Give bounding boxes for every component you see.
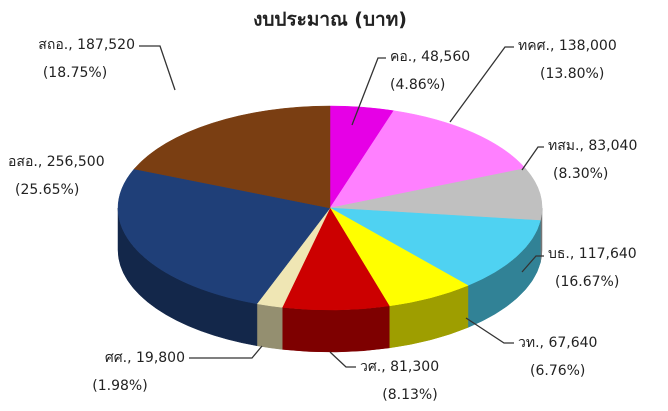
leader-line bbox=[329, 351, 356, 368]
slice bbox=[117, 168, 331, 305]
category-label: วศ. bbox=[360, 359, 381, 375]
category-label: ทสม. bbox=[548, 138, 579, 154]
label-separator: , bbox=[381, 359, 390, 375]
category-label: วท. bbox=[518, 335, 540, 351]
slice bbox=[329, 110, 526, 209]
category-label: คอ. bbox=[390, 49, 412, 65]
value-label: 81,300 bbox=[390, 359, 439, 375]
percent-label: (16.67%) bbox=[555, 274, 619, 290]
slice bbox=[281, 207, 390, 311]
data-label: สถอ., 187,520 bbox=[38, 37, 135, 53]
label-separator: , bbox=[570, 246, 579, 262]
value-label: 187,520 bbox=[77, 37, 135, 53]
leader-line bbox=[351, 57, 386, 126]
slice-side bbox=[256, 303, 283, 350]
category-label: ทคศ. bbox=[518, 38, 550, 54]
leader-line bbox=[521, 255, 544, 273]
data-label: ทคศ., 138,000 bbox=[518, 38, 617, 54]
slice-side bbox=[281, 305, 390, 353]
label-separator: , bbox=[127, 350, 136, 366]
leader-line bbox=[465, 317, 514, 344]
data-label: วศ., 81,300 bbox=[360, 359, 439, 375]
data-label: ศศ., 19,800 bbox=[105, 350, 185, 366]
percent-label: (4.86%) bbox=[390, 77, 445, 93]
percent-label: (1.98%) bbox=[92, 378, 147, 394]
category-label: สถอ. bbox=[38, 37, 68, 53]
value-label: 48,560 bbox=[421, 49, 470, 65]
leader-line bbox=[139, 45, 176, 91]
data-label: บธ., 117,640 bbox=[548, 246, 637, 262]
leader-line bbox=[521, 146, 544, 171]
slice bbox=[329, 168, 543, 221]
data-label: อสอ., 256,500 bbox=[8, 154, 105, 170]
chart-title: งบประมาณ (บาท) bbox=[253, 9, 407, 31]
label-separator: , bbox=[68, 37, 77, 53]
percent-label: (18.75%) bbox=[43, 65, 107, 81]
data-label: ทสม., 83,040 bbox=[548, 138, 637, 154]
label-separator: , bbox=[38, 154, 47, 170]
category-label: อสอ. bbox=[8, 154, 38, 170]
leader-line bbox=[189, 345, 263, 359]
value-label: 256,500 bbox=[47, 154, 105, 170]
value-label: 83,040 bbox=[588, 138, 637, 154]
label-separator: , bbox=[579, 138, 588, 154]
label-separator: , bbox=[412, 49, 421, 65]
percent-label: (6.76%) bbox=[530, 363, 585, 379]
data-label: วท., 67,640 bbox=[518, 335, 597, 351]
percent-label: (25.65%) bbox=[15, 182, 79, 198]
label-separator: , bbox=[540, 335, 549, 351]
slice bbox=[133, 105, 331, 209]
value-label: 138,000 bbox=[559, 38, 617, 54]
category-label: บธ. bbox=[548, 246, 570, 262]
percent-label: (8.13%) bbox=[382, 387, 437, 403]
category-label: ศศ. bbox=[105, 350, 127, 366]
value-label: 117,640 bbox=[579, 246, 637, 262]
value-label: 67,640 bbox=[548, 335, 597, 351]
data-label: คอ., 48,560 bbox=[390, 49, 470, 65]
percent-label: (8.30%) bbox=[553, 166, 608, 182]
label-separator: , bbox=[550, 38, 559, 54]
percent-label: (13.80%) bbox=[540, 66, 604, 82]
value-label: 19,800 bbox=[136, 350, 185, 366]
slice bbox=[329, 207, 541, 286]
leader-line bbox=[449, 46, 514, 123]
